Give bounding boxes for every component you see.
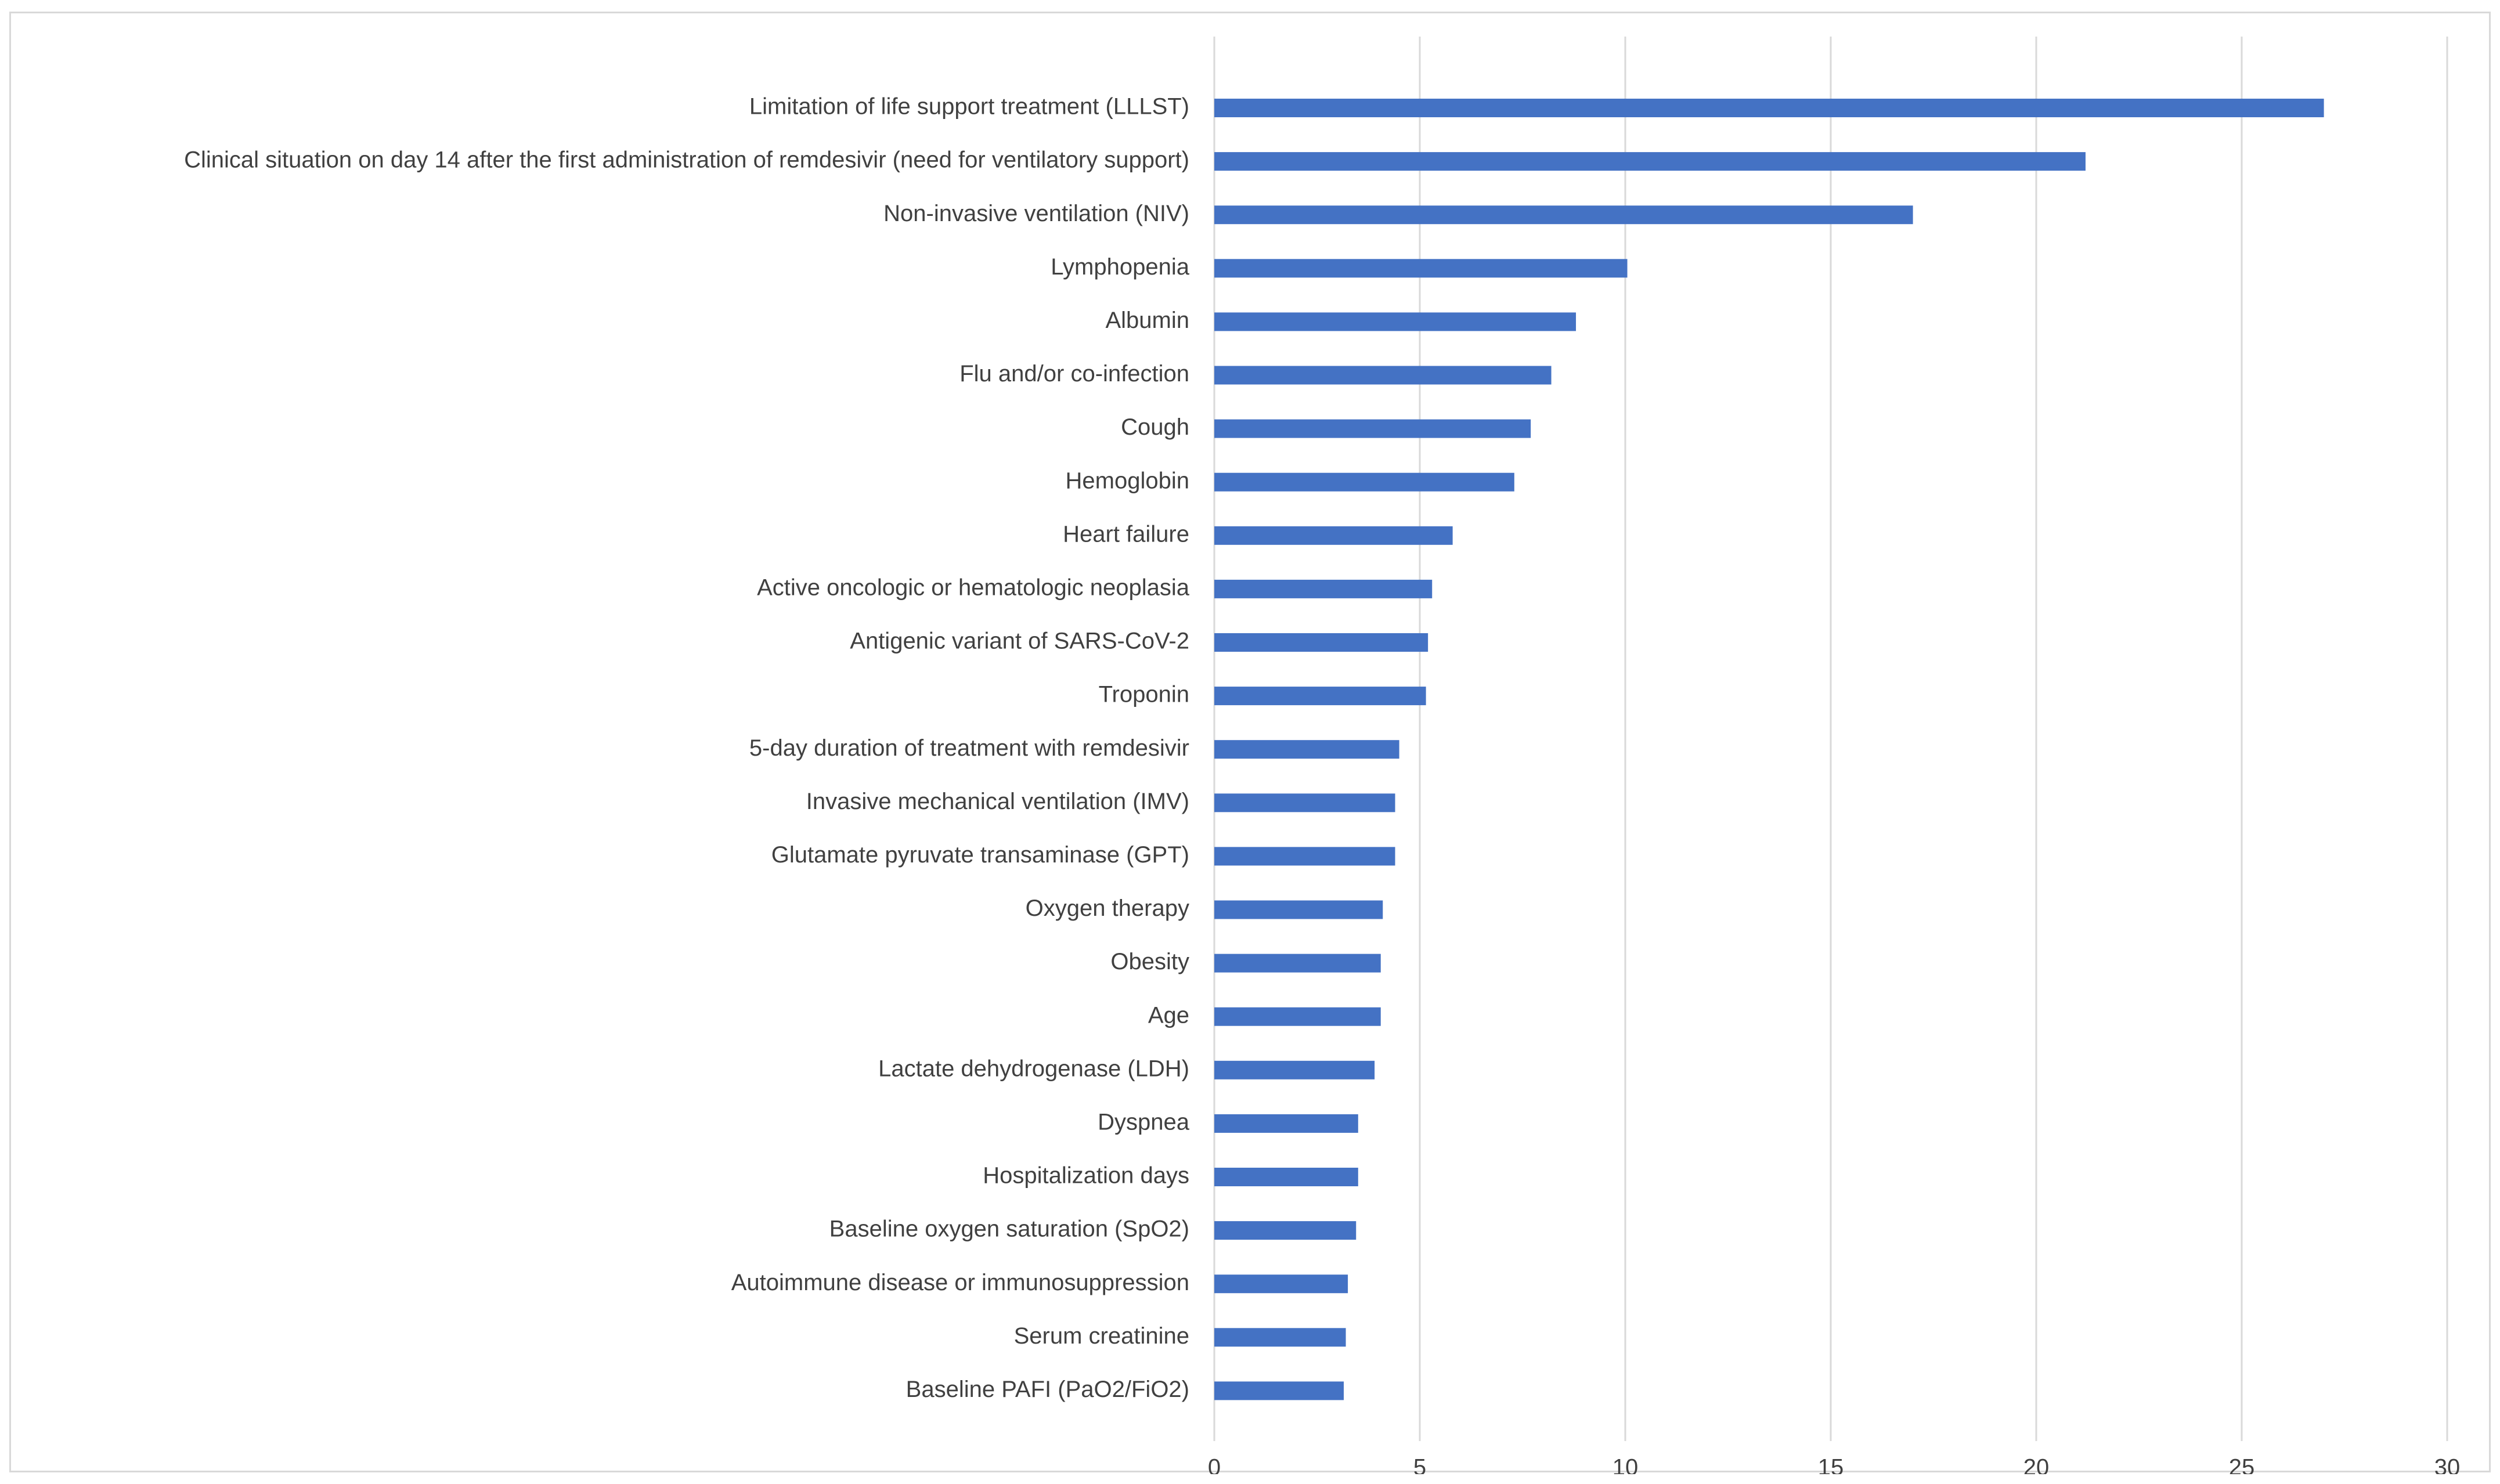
category-label-7: Cough	[1121, 414, 1189, 440]
bars	[1214, 99, 2324, 1400]
category-label-5: Albumin	[1105, 308, 1189, 333]
x-tick-label-0: 0	[1208, 1455, 1221, 1474]
chart-frame: Limitation of life support treatment (LL…	[9, 12, 2491, 1474]
bar-12	[1214, 687, 1426, 706]
bar-18	[1214, 1007, 1381, 1026]
bar-11	[1214, 633, 1428, 652]
bar-8	[1214, 472, 1514, 492]
bar-17	[1214, 954, 1381, 973]
bar-5	[1214, 312, 1577, 331]
category-label-23: Autoimmune disease or immunosuppression	[731, 1270, 1189, 1295]
x-tick-label-10: 10	[1612, 1455, 1639, 1474]
bar-14	[1214, 793, 1395, 813]
category-label-1: Limitation of life support treatment (LL…	[749, 94, 1189, 120]
bar-4	[1214, 259, 1628, 278]
bar-1	[1214, 99, 2324, 117]
bar-13	[1214, 740, 1399, 759]
bar-9	[1214, 526, 1453, 545]
bar-24	[1214, 1328, 1346, 1347]
chart-svg: Limitation of life support treatment (LL…	[184, 37, 2460, 1474]
category-label-19: Lactate dehydrogenase (LDH)	[878, 1056, 1189, 1081]
category-label-24: Serum creatinine	[1014, 1323, 1189, 1349]
bar-6	[1214, 366, 1552, 385]
category-labels: Limitation of life support treatment (LL…	[184, 94, 1190, 1402]
category-label-21: Hospitalization days	[983, 1163, 1189, 1189]
category-label-2: Clinical situation on day 14 after the f…	[184, 147, 1189, 173]
category-label-20: Dyspnea	[1098, 1109, 1190, 1135]
category-label-15: Glutamate pyruvate transaminase (GPT)	[771, 842, 1189, 868]
category-label-16: Oxygen therapy	[1026, 896, 1189, 921]
category-label-11: Antigenic variant of SARS-CoV-2	[850, 629, 1189, 654]
category-label-10: Active oncologic or hematologic neoplasi…	[757, 575, 1190, 600]
category-label-22: Baseline oxygen saturation (SpO2)	[829, 1216, 1189, 1242]
x-tick-label-5: 5	[1413, 1455, 1426, 1474]
bar-7	[1214, 419, 1531, 438]
bar-15	[1214, 847, 1395, 866]
bar-22	[1214, 1221, 1357, 1240]
category-label-13: 5-day duration of treatment with remdesi…	[749, 735, 1189, 761]
category-label-6: Flu and/or co-infection	[959, 361, 1189, 387]
category-label-14: Invasive mechanical ventilation (IMV)	[806, 789, 1189, 814]
category-label-17: Obesity	[1110, 949, 1189, 974]
category-label-12: Troponin	[1099, 682, 1189, 707]
category-label-25: Baseline PAFI (PaO2/FiO2)	[906, 1377, 1189, 1402]
x-tick-label-20: 20	[2023, 1455, 2050, 1474]
bar-10	[1214, 579, 1433, 598]
category-label-3: Non-invasive ventilation (NIV)	[883, 201, 1189, 226]
x-tick-label-15: 15	[1818, 1455, 1844, 1474]
bar-21	[1214, 1168, 1358, 1186]
bar-16	[1214, 900, 1383, 919]
category-label-8: Hemoglobin	[1066, 468, 1189, 493]
bar-3	[1214, 205, 1913, 225]
bar-20	[1214, 1114, 1358, 1133]
gridlines	[1213, 37, 2448, 1441]
bar-25	[1214, 1381, 1344, 1400]
category-label-4: Lymphopenia	[1051, 254, 1189, 280]
x-tick-labels: 0 5 10 15 20 25 30	[1208, 1455, 2460, 1474]
bar-2	[1214, 152, 2086, 171]
bar-23	[1214, 1274, 1348, 1294]
bar-19	[1214, 1060, 1375, 1079]
x-tick-label-30: 30	[2434, 1455, 2461, 1474]
category-label-9: Heart failure	[1063, 521, 1189, 547]
category-label-18: Age	[1148, 1002, 1189, 1028]
x-tick-label-25: 25	[2229, 1455, 2255, 1474]
